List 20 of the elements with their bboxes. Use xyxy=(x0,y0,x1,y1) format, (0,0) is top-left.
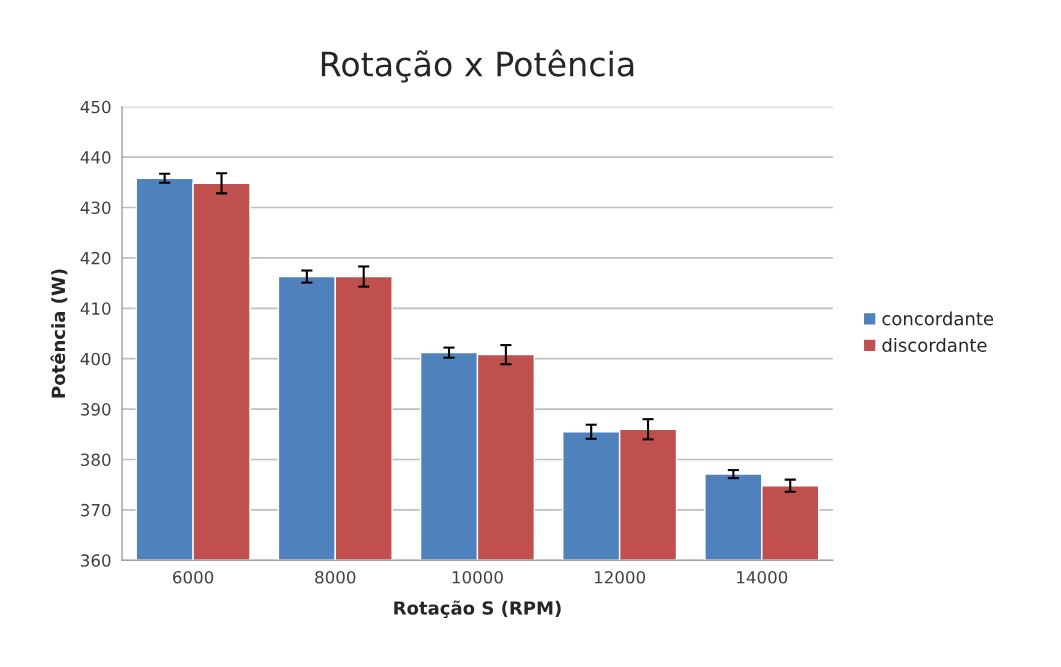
x-tick-label: 12000 xyxy=(594,570,646,584)
x-tick-label: 8000 xyxy=(315,570,356,584)
x-tick-label: 10000 xyxy=(452,570,503,584)
x-tick-label: 6000 xyxy=(173,570,214,584)
legend-label: discordante xyxy=(882,338,987,352)
y-tick-label: 370 xyxy=(81,503,111,517)
x-axis-title: Rotação S (RPM) xyxy=(394,600,561,619)
y-tick-label: 430 xyxy=(80,201,111,215)
y-tick-label: 440 xyxy=(80,151,111,164)
y-tick-label: 420 xyxy=(80,251,111,265)
legend-label: concordante xyxy=(882,311,994,326)
y-tick-label: 380 xyxy=(81,453,111,467)
y-tick-label: 360 xyxy=(81,554,111,567)
chart-title: Rotação x Potência xyxy=(321,49,634,83)
y-axis-title: Potência (W) xyxy=(50,269,68,398)
y-tick-label: 400 xyxy=(80,352,111,366)
y-tick-label: 410 xyxy=(80,302,111,315)
y-tick-label: 390 xyxy=(81,403,111,416)
x-tick-label: 14000 xyxy=(737,570,788,584)
y-tick-label: 450 xyxy=(80,100,111,114)
